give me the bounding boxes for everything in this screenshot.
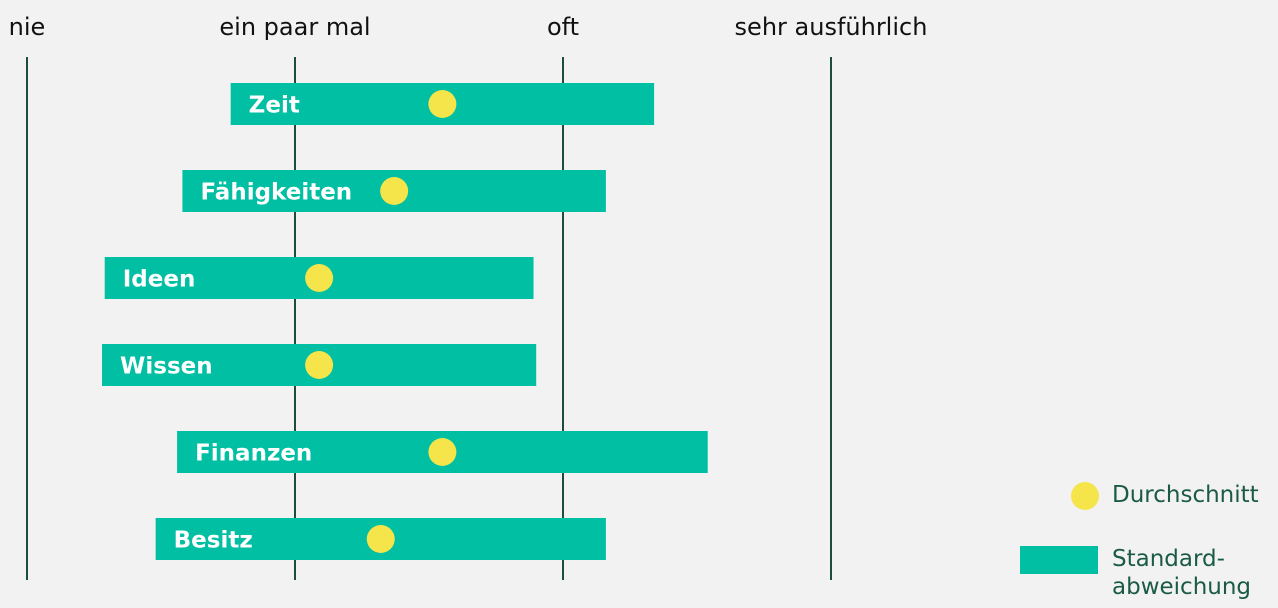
x-tick-label: ein paar mal <box>219 13 370 41</box>
mean-dot <box>305 351 334 379</box>
x-tick-label: nie <box>9 13 46 41</box>
legend-swatch <box>1071 482 1099 510</box>
x-tick-label: oft <box>547 13 579 41</box>
legend-label: Standard-abweichung <box>1112 546 1252 600</box>
legend-label: Durchschnitt <box>1112 482 1259 508</box>
mean-dot <box>305 264 334 292</box>
category-label: Fähigkeiten <box>200 180 352 206</box>
category-label: Besitz <box>174 528 253 554</box>
mean-dot <box>380 177 409 205</box>
mean-dot <box>428 90 457 118</box>
mean-dot <box>428 438 457 466</box>
mean-dot <box>366 525 395 553</box>
category-label: Zeit <box>249 93 300 119</box>
category-label: Finanzen <box>195 441 312 467</box>
legend-swatch <box>1020 546 1098 574</box>
x-tick-label: sehr ausführlich <box>735 13 928 41</box>
category-label: Ideen <box>123 267 196 293</box>
category-label: Wissen <box>120 354 213 380</box>
